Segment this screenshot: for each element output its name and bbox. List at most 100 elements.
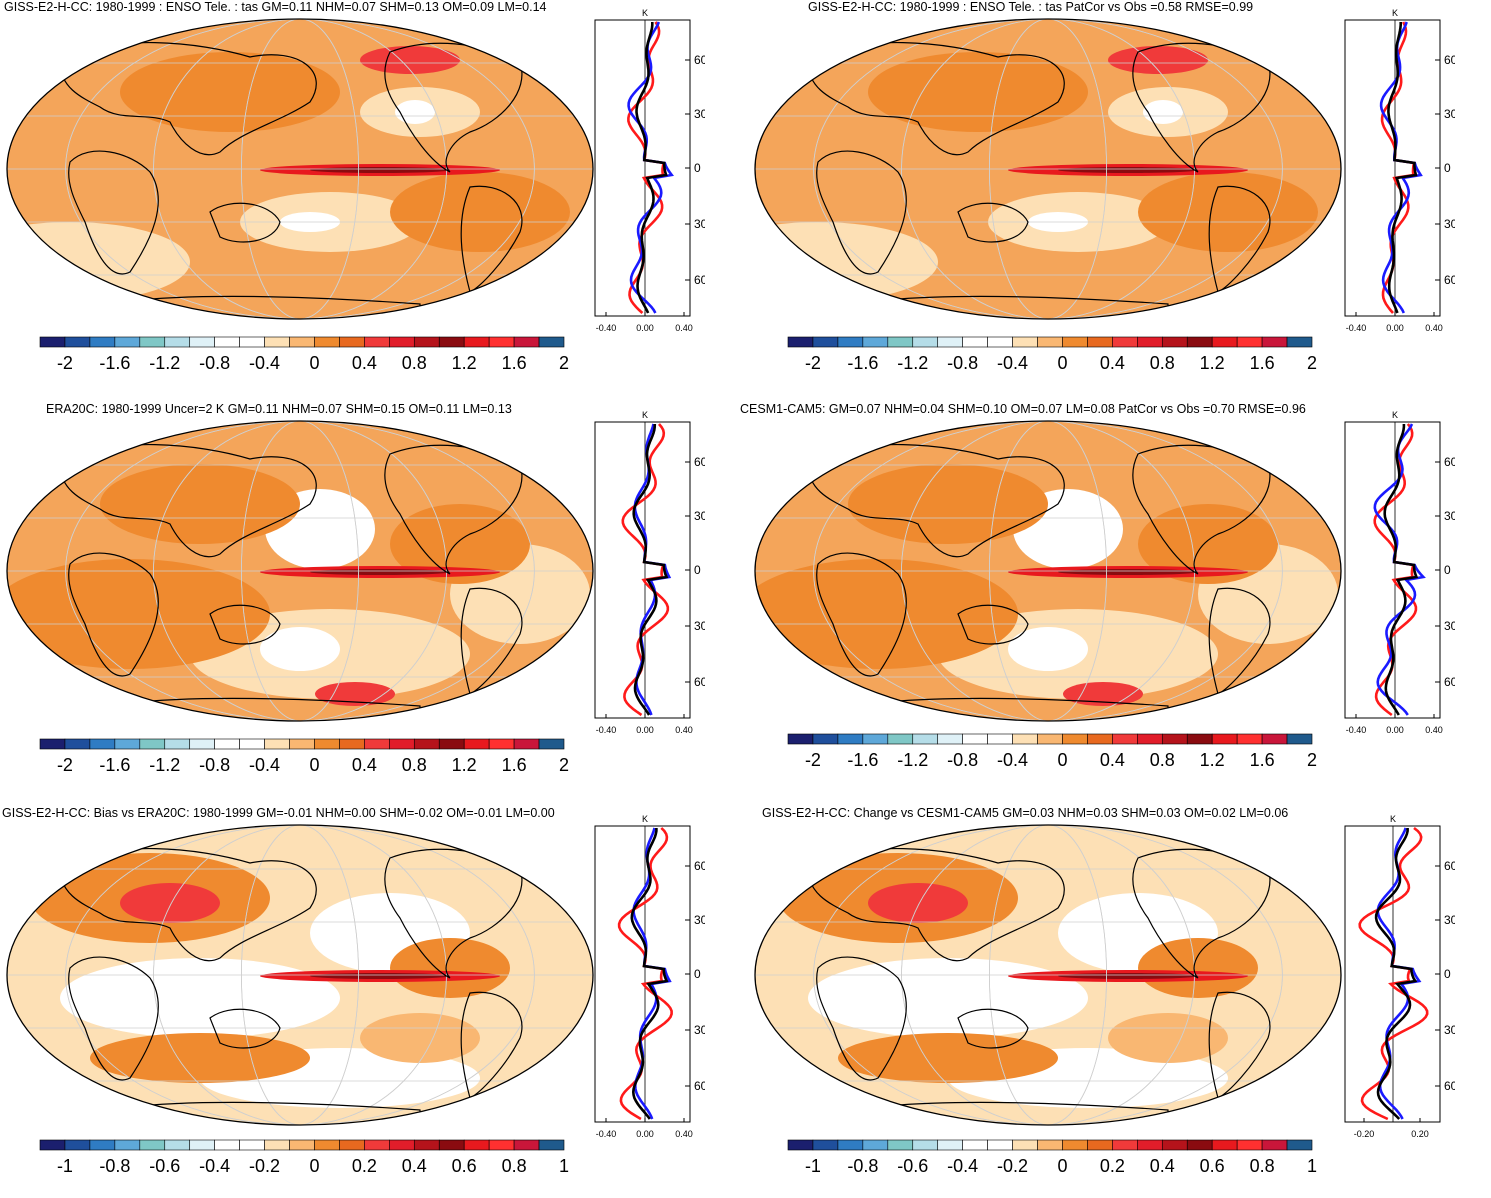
colorbar-swatch (64, 738, 91, 750)
colorbar-swatch (1062, 733, 1088, 745)
colorbar-tick-label: 2 (559, 755, 569, 775)
colorbar-swatch (1087, 336, 1113, 348)
anomaly-region (390, 938, 510, 998)
coastline (59, 847, 317, 962)
colorbar-tick-label: 0.4 (1100, 750, 1125, 770)
colorbar-swatch (488, 738, 515, 750)
colorbar-swatch (389, 1139, 415, 1151)
profile-unit: K (642, 814, 648, 824)
colorbar-swatch (787, 336, 814, 348)
colorbar-swatch (264, 738, 290, 750)
panel-3: ERA20C: 1980-1999 Uncer=2 K GM=0.11 NHM=… (0, 402, 745, 794)
colorbar-swatch (887, 1139, 914, 1151)
colorbar-swatch (912, 1139, 939, 1151)
coastline (460, 991, 523, 1099)
colorbar: -1 -0.8 -0.6 -0.4 -0.2 0 0.2 0.4 0.6 0.8 1 (39, 1139, 569, 1176)
colorbar-swatch (837, 733, 864, 745)
colorbar-swatch (339, 738, 365, 750)
equatorial-band-core (1058, 973, 1198, 979)
colorbar-tick-label: 0 (1057, 1156, 1067, 1176)
lat-tick-label: 30N (1444, 913, 1455, 927)
colorbar-tick-label: 0.4 (352, 755, 377, 775)
longitude-gridline (901, 19, 1195, 319)
map-border (6, 824, 594, 1126)
colorbar-tick-label: -0.4 (947, 1156, 978, 1176)
colorbar-tick-label: 0 (309, 755, 319, 775)
colorbar-swatch (1037, 733, 1063, 745)
anomaly-region (60, 958, 340, 1038)
colorbar-swatch (1087, 1139, 1113, 1151)
colorbar-tick-label: -1.2 (897, 353, 928, 373)
coastline (816, 956, 907, 1081)
panel-title: GISS-E2-H-CC: 1980-1999 : ENSO Tele. : t… (4, 0, 547, 14)
colorbar-swatch (887, 733, 914, 745)
anomaly-region (260, 627, 340, 671)
anomaly-region (1008, 627, 1088, 671)
anomaly-region (120, 883, 220, 923)
colorbar-tick-label: 1.6 (502, 353, 527, 373)
x-tick-label: 0.40 (1425, 323, 1443, 333)
profile-curve-black (1374, 828, 1418, 1120)
colorbar-tick-label: 2 (1307, 353, 1317, 373)
coastline (68, 552, 159, 677)
lat-tick-label: 0 (694, 967, 701, 981)
coastline (68, 150, 159, 275)
colorbar-swatch (1062, 1139, 1088, 1151)
colorbar-tick-label: -1.2 (149, 353, 180, 373)
longitude-gridline (240, 19, 359, 319)
colorbar-swatch (214, 738, 240, 750)
longitude-gridline (240, 825, 359, 1125)
colorbar-tick-label: 0 (1057, 353, 1067, 373)
colorbar-swatch (1012, 733, 1038, 745)
profile-unit: K (1392, 410, 1398, 420)
lat-tick-label: 0 (1444, 967, 1451, 981)
colorbar-tick-label: -1.6 (99, 755, 130, 775)
profile-frame (594, 19, 691, 317)
coastline (209, 604, 281, 645)
anomaly-region (1138, 504, 1278, 584)
colorbar-swatch (962, 733, 988, 745)
equatorial-band-core (310, 569, 450, 575)
coastline (957, 202, 1029, 243)
x-tick-label: -0.40 (1346, 323, 1367, 333)
colorbar-swatch (89, 738, 116, 750)
colorbar-swatch (413, 336, 440, 348)
colorbar-tick-label: 1.2 (452, 353, 477, 373)
colorbar-tick-label: -0.4 (249, 755, 280, 775)
colorbar-swatch (314, 1139, 340, 1151)
map-border (6, 18, 594, 320)
colorbar-swatch (488, 1139, 515, 1151)
colorbar-tick-label: 0 (1057, 750, 1067, 770)
colorbar-tick-label: -0.4 (997, 750, 1028, 770)
colorbar-swatch (1161, 1139, 1188, 1151)
colorbar-tick-label: -0.8 (199, 755, 230, 775)
lat-tick-label: 60N (694, 859, 705, 873)
equatorial-band-core (1058, 167, 1198, 173)
colorbar-swatch (1112, 1139, 1138, 1151)
lat-tick-label: 30N (1444, 107, 1455, 121)
colorbar-swatch (937, 733, 963, 745)
colorbar-swatch (438, 1139, 465, 1151)
coastline (209, 1008, 281, 1049)
colorbar-swatch (289, 1139, 315, 1151)
x-tick-label: -0.40 (1346, 725, 1367, 735)
colorbar-tick-label: 0.2 (352, 1156, 377, 1176)
lat-tick-label: 60N (694, 455, 705, 469)
profile-curve-blue (1376, 827, 1422, 1120)
colorbar: -2 -1.6 -1.2 -0.8 -0.4 0 0.4 0.8 1.2 1.6 2 (39, 336, 569, 373)
colorbar-tick-label: 0 (309, 353, 319, 373)
lat-tick-label: 30S (694, 1023, 705, 1037)
lat-tick-label: 0 (1444, 563, 1451, 577)
colorbar-swatch (64, 1139, 91, 1151)
colorbar-tick-label: -0.4 (249, 353, 280, 373)
colorbar-swatch (1261, 1139, 1288, 1151)
colorbar-swatch (89, 1139, 116, 1151)
world-map (754, 18, 1342, 320)
colorbar-swatch (912, 733, 939, 745)
panel-title: GISS-E2-H-CC: Change vs CESM1-CAM5 GM=0.… (762, 806, 1289, 820)
colorbar-swatch (1211, 733, 1238, 745)
colorbar-swatch (389, 738, 415, 750)
colorbar-tick-label: 1.6 (1250, 750, 1275, 770)
coastline (816, 150, 907, 275)
anomaly-region (90, 1033, 310, 1083)
